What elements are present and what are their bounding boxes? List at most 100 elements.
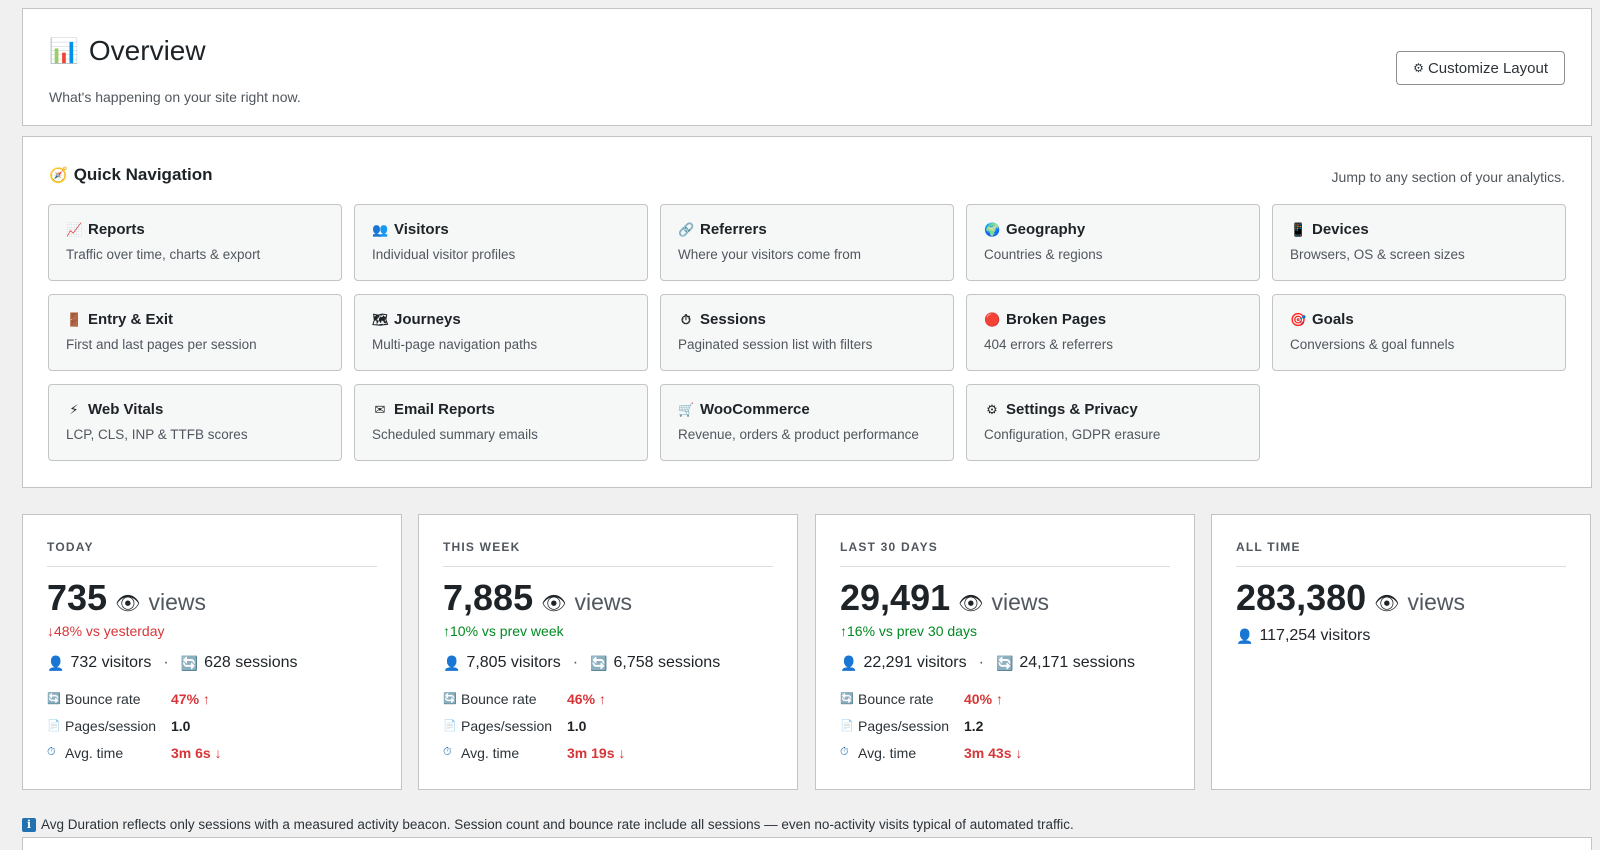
nav-card-referrers[interactable]: 🔗 Referrers Where your visitors come from: [660, 204, 954, 281]
bar-chart-icon: 📊: [49, 37, 79, 65]
nav-card-title: WooCommerce: [700, 401, 810, 418]
metric-bounce-rate: 🔄 Bounce rate 47% ↑: [47, 685, 347, 712]
customize-layout-label: Customize Layout: [1427, 59, 1548, 77]
bounce-rate-icon: 🔄: [840, 693, 854, 705]
nav-card-entry-and-exit[interactable]: 🚪 Entry & Exit First and last pages per se…: [48, 294, 342, 371]
nav-card-header: 🚪 Entry & Exit: [66, 311, 324, 328]
nav-card-description: Individual visitor profiles: [372, 247, 516, 262]
separator-dot: ·: [163, 654, 169, 671]
metric-label: Avg. time: [461, 744, 520, 761]
nav-card-devices[interactable]: 📱 Devices Browsers, OS & screen sizes: [1272, 204, 1566, 281]
nav-card-description: 404 errors & referrers: [984, 337, 1114, 352]
nav-card-title: Settings & Privacy: [1006, 401, 1138, 418]
nav-card-title: Broken Pages: [1006, 311, 1107, 328]
nav-card-broken-pages[interactable]: 🔴 Broken Pages 404 errors & referrers: [966, 294, 1260, 371]
separator-dot: ·: [978, 654, 984, 671]
nav-card-geography[interactable]: 🌍 Geography Countries & regions: [966, 204, 1260, 281]
refresh-icon: 🔄: [180, 654, 199, 671]
gear-icon: ⚙: [1413, 61, 1424, 75]
nav-card-title: Visitors: [394, 221, 449, 238]
nav-card-description: Conversions & goal funnels: [1290, 337, 1455, 352]
nav-card-journeys[interactable]: 🗺 Journeys Multi-page navigation paths: [354, 294, 648, 371]
metric-label: Pages/session: [858, 717, 950, 734]
nav-card-description: Configuration, GDPR erasure: [984, 427, 1161, 442]
metric-bounce-rate: 🔄 Bounce rate 40% ↑: [840, 685, 1140, 712]
nav-card-email-reports[interactable]: ✉ Email Reports Scheduled summary emails: [354, 384, 648, 461]
user-icon: 👤: [1236, 627, 1254, 644]
nav-card-header: ⚙ Settings & Privacy: [984, 401, 1242, 418]
goals-icon: 🎯: [1290, 311, 1307, 327]
quick-navigation-title-text: Quick Navigation: [73, 165, 213, 184]
metric-value: 47% ↑: [171, 690, 210, 707]
eye-icon: 👁: [115, 593, 141, 615]
metric-value: 1.0: [171, 717, 191, 734]
nav-card-description: Countries & regions: [984, 247, 1103, 262]
metric-label: Pages/session: [65, 717, 157, 734]
footnote: i Avg Duration reflects only sessions wi…: [22, 817, 1074, 832]
nav-card-goals[interactable]: 🎯 Goals Conversions & goal funnels: [1272, 294, 1566, 371]
refresh-icon: 🔄: [590, 654, 608, 671]
metric-avg-time: ⏱ Avg. time 3m 6s ↓: [47, 739, 347, 766]
stat-card-today: TODAY 735 👁 views ↓48% vs yesterday 👤 732 visi…: [22, 514, 402, 790]
nav-card-title: Web Vitals: [88, 401, 164, 418]
avg-time-icon: ⏱: [443, 746, 452, 758]
nav-card-title: Devices: [1312, 221, 1369, 238]
metric-value: 40% ↑: [964, 690, 1003, 707]
metric-value: 3m 43s ↓: [964, 744, 1023, 761]
stat-views: 7,885 👁 views: [443, 577, 632, 619]
nav-card-header: 🗺 Journeys: [372, 311, 630, 328]
stat-period-label: ALL TIME: [1236, 540, 1566, 567]
info-icon: i: [22, 817, 36, 832]
nav-card-settings-and-privacy[interactable]: ⚙ Settings & Privacy Configuration, GDPR e…: [966, 384, 1260, 461]
nav-card-reports[interactable]: 📈 Reports Traffic over time, charts & expo…: [48, 204, 342, 281]
visitors-count: 22,291 visitors: [863, 654, 967, 671]
visitors-sessions: 👤 732 visitors · 🔄 628 sessions: [47, 654, 298, 672]
geography-icon: 🌍: [984, 221, 1001, 237]
nav-card-visitors[interactable]: 👥 Visitors Individual visitor profiles: [354, 204, 648, 281]
eye-icon: 👁: [1374, 593, 1400, 615]
page-title: 📊 Overview: [49, 35, 206, 67]
customize-layout-button[interactable]: ⚙ Customize Layout: [1396, 51, 1565, 85]
quick-navigation-panel: 🧭 Quick Navigation Jump to any section o…: [22, 136, 1592, 488]
nav-card-description: Browsers, OS & screen sizes: [1290, 247, 1465, 262]
nav-card-title: Referrers: [700, 221, 767, 238]
quick-navigation-grid: 📈 Reports Traffic over time, charts & expo…: [48, 204, 1568, 461]
nav-card-title: Goals: [1312, 311, 1354, 328]
metric-value: 1.0: [567, 717, 587, 734]
stat-views: 29,491 👁 views: [840, 577, 1049, 619]
metric-value: 3m 19s ↓: [567, 744, 626, 761]
settings-and-privacy-icon: ⚙: [986, 401, 998, 417]
nav-card-header: 📈 Reports: [66, 221, 324, 238]
pages-session-icon: 📄: [47, 720, 61, 732]
journeys-icon: 🗺: [372, 311, 389, 327]
nav-card-description: Where your visitors come from: [678, 247, 862, 262]
nav-card-title: Journeys: [394, 311, 461, 328]
metric-value: 3m 6s ↓: [171, 744, 222, 761]
bounce-rate-icon: 🔄: [443, 693, 457, 705]
compass-icon: 🧭: [49, 167, 68, 184]
quick-navigation-title: 🧭 Quick Navigation: [49, 165, 213, 185]
stat-card-last-30-days: LAST 30 DAYS 29,491 👁 views ↑16% vs prev 30 …: [815, 514, 1195, 790]
entry-and-exit-icon: 🚪: [66, 311, 83, 327]
bottom-panel: [22, 837, 1592, 850]
nav-card-sessions[interactable]: ⏱ Sessions Paginated session list with fil…: [660, 294, 954, 371]
metric-label: Bounce rate: [65, 690, 141, 707]
views-count: 29,491: [840, 577, 951, 618]
referrers-icon: 🔗: [678, 221, 695, 237]
nav-card-web-vitals[interactable]: ⚡ Web Vitals LCP, CLS, INP & TTFB scores: [48, 384, 342, 461]
nav-card-description: Revenue, orders & product performance: [678, 427, 919, 442]
footnote-text: Avg Duration reflects only sessions with…: [41, 817, 1074, 832]
overview-header: 📊 Overview What's happening on your site…: [22, 8, 1592, 126]
views-unit: views: [574, 589, 632, 615]
metric-value: 1.2: [964, 717, 984, 734]
nav-card-header: 🔗 Referrers: [678, 221, 936, 238]
stat-period-label: THIS WEEK: [443, 540, 773, 567]
nav-card-woocommerce[interactable]: 🛒 WooCommerce Revenue, orders & product pe…: [660, 384, 954, 461]
views-unit: views: [148, 589, 206, 615]
sessions-icon: ⏱: [680, 311, 692, 327]
page-title-text: Overview: [88, 35, 206, 66]
stat-period-label: LAST 30 DAYS: [840, 540, 1170, 567]
visitors-sessions: 👤 117,254 visitors: [1236, 627, 1370, 645]
stat-card-all-time: ALL TIME 283,380 👁 views 👤 117,254 visitors: [1211, 514, 1591, 790]
broken-pages-icon: 🔴: [984, 311, 1001, 327]
